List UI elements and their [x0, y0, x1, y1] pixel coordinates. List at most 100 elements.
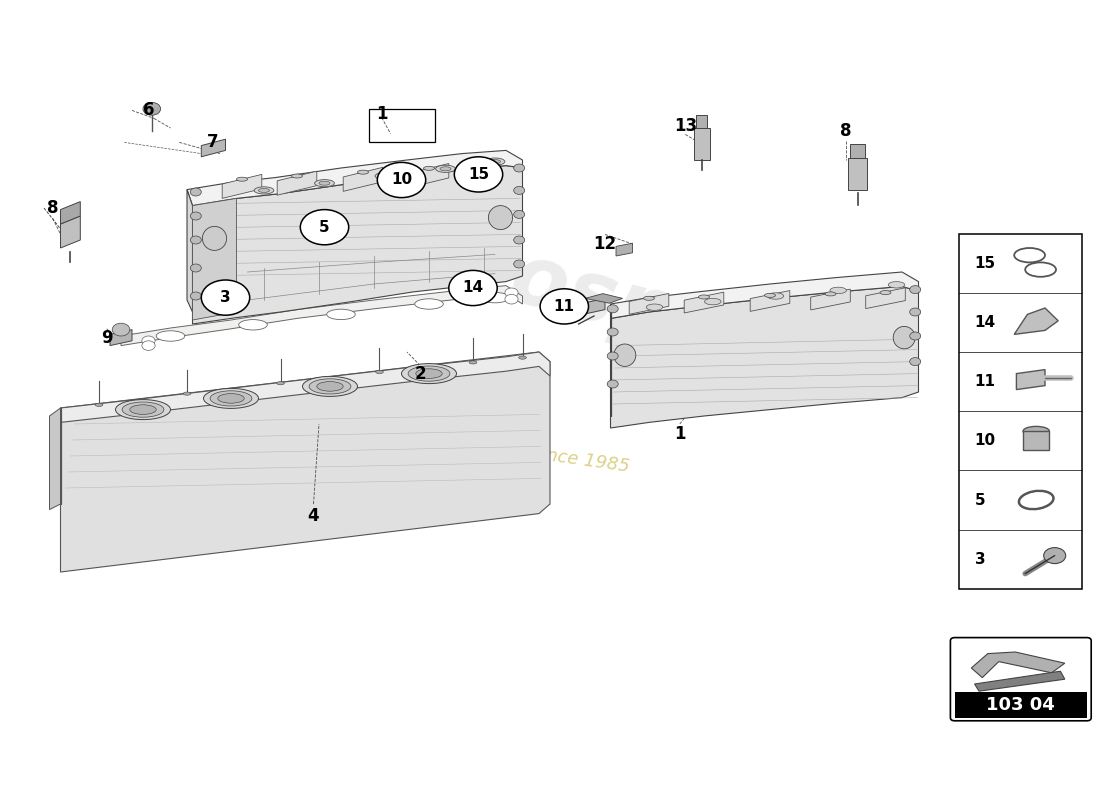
Ellipse shape [116, 400, 170, 419]
Polygon shape [583, 298, 605, 314]
Ellipse shape [319, 181, 330, 185]
Circle shape [910, 308, 921, 316]
Ellipse shape [375, 370, 383, 374]
Polygon shape [616, 243, 632, 256]
Circle shape [190, 236, 201, 244]
Ellipse shape [204, 388, 258, 408]
Polygon shape [409, 163, 449, 187]
Bar [368, 109, 434, 142]
Polygon shape [750, 290, 790, 311]
Ellipse shape [424, 166, 434, 170]
Polygon shape [848, 158, 867, 190]
Ellipse shape [210, 390, 252, 406]
Ellipse shape [829, 287, 847, 294]
Polygon shape [343, 167, 383, 191]
Ellipse shape [254, 186, 274, 194]
Polygon shape [192, 166, 522, 324]
Ellipse shape [375, 172, 395, 180]
Ellipse shape [258, 188, 270, 192]
Polygon shape [277, 171, 317, 195]
Text: 7: 7 [207, 134, 218, 151]
Circle shape [514, 186, 525, 194]
Ellipse shape [317, 382, 343, 391]
Circle shape [449, 270, 497, 306]
Text: 15: 15 [975, 256, 996, 270]
Ellipse shape [239, 319, 267, 330]
Polygon shape [850, 144, 865, 158]
Polygon shape [1023, 431, 1049, 450]
Text: 103 04: 103 04 [987, 696, 1055, 714]
Ellipse shape [1019, 491, 1054, 509]
Ellipse shape [893, 326, 915, 349]
Polygon shape [971, 652, 1065, 678]
Circle shape [377, 162, 426, 198]
Ellipse shape [292, 174, 302, 178]
Ellipse shape [236, 177, 248, 181]
Polygon shape [60, 202, 80, 224]
Ellipse shape [647, 304, 662, 310]
Text: 2: 2 [415, 366, 426, 383]
Polygon shape [696, 115, 707, 128]
Circle shape [514, 164, 525, 172]
Text: 3: 3 [975, 552, 986, 566]
Text: 11: 11 [553, 299, 575, 314]
Polygon shape [50, 408, 60, 510]
Polygon shape [811, 289, 850, 310]
Ellipse shape [183, 392, 191, 395]
Text: 4: 4 [308, 507, 319, 525]
Polygon shape [610, 272, 918, 318]
Text: 12: 12 [593, 235, 617, 253]
Circle shape [143, 102, 161, 115]
Ellipse shape [130, 405, 156, 414]
Ellipse shape [327, 310, 355, 319]
Text: 11: 11 [975, 374, 996, 389]
Ellipse shape [218, 394, 244, 403]
Circle shape [1044, 548, 1066, 564]
Ellipse shape [202, 226, 227, 250]
Circle shape [505, 288, 518, 298]
Bar [959, 234, 1082, 589]
Text: 6: 6 [143, 102, 154, 119]
Ellipse shape [485, 158, 505, 165]
Polygon shape [192, 198, 236, 320]
Circle shape [910, 332, 921, 340]
Circle shape [607, 305, 618, 313]
Circle shape [540, 289, 589, 324]
Ellipse shape [277, 382, 284, 385]
Circle shape [300, 210, 349, 245]
Ellipse shape [481, 293, 509, 302]
Text: 1: 1 [376, 105, 387, 122]
Circle shape [190, 188, 201, 196]
Circle shape [190, 264, 201, 272]
Text: 13: 13 [673, 117, 697, 134]
Circle shape [190, 292, 201, 300]
FancyBboxPatch shape [950, 638, 1091, 721]
Ellipse shape [379, 174, 390, 178]
Ellipse shape [644, 296, 654, 300]
Circle shape [112, 323, 130, 336]
Polygon shape [60, 352, 550, 572]
Ellipse shape [614, 344, 636, 366]
Ellipse shape [302, 376, 358, 396]
Circle shape [514, 236, 525, 244]
Ellipse shape [880, 290, 891, 294]
Text: eurospares: eurospares [351, 197, 881, 411]
Ellipse shape [768, 293, 783, 299]
Polygon shape [60, 216, 80, 248]
Circle shape [142, 336, 155, 346]
Polygon shape [187, 190, 192, 312]
Text: 5: 5 [319, 220, 330, 234]
Ellipse shape [1025, 262, 1056, 277]
Ellipse shape [156, 331, 185, 341]
Polygon shape [459, 161, 498, 185]
Text: 5: 5 [975, 493, 986, 507]
Circle shape [514, 210, 525, 218]
Text: 8: 8 [47, 199, 58, 217]
Ellipse shape [490, 159, 500, 163]
Ellipse shape [888, 282, 904, 288]
Ellipse shape [764, 294, 776, 298]
Text: 3: 3 [220, 290, 231, 305]
Circle shape [201, 280, 250, 315]
Ellipse shape [440, 166, 451, 170]
Circle shape [910, 286, 921, 294]
